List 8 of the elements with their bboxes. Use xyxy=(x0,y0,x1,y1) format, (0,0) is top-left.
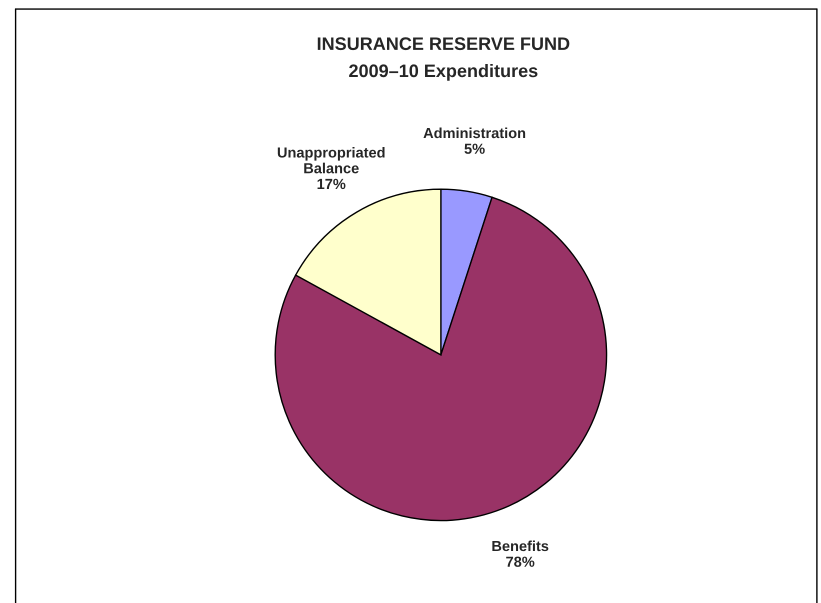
chart-subtitle: 2009–10 Expenditures xyxy=(349,64,538,81)
data-label: 17% xyxy=(318,178,346,190)
slice-label: Unappropriated Balance xyxy=(278,146,385,174)
chart-title: INSURANCE RESERVE FUND xyxy=(318,37,570,50)
data-label: 5% xyxy=(464,144,485,154)
data-label: 78% xyxy=(506,556,534,567)
slice-label: Administration xyxy=(423,127,526,138)
slice-label: Benefits xyxy=(492,540,548,552)
